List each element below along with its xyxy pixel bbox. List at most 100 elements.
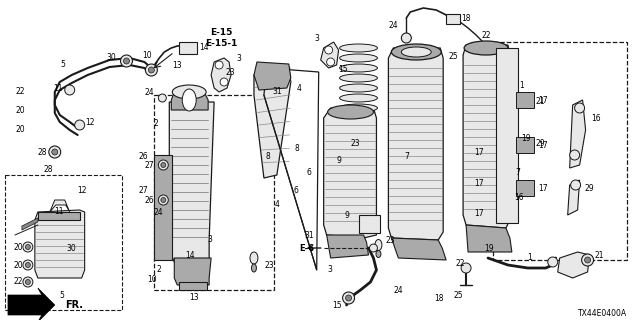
Polygon shape (50, 200, 70, 212)
Bar (516, 137, 534, 153)
Polygon shape (170, 102, 214, 265)
Text: 30: 30 (107, 52, 116, 61)
Text: 18: 18 (461, 13, 471, 22)
Text: 22: 22 (13, 277, 22, 286)
Ellipse shape (328, 105, 374, 119)
Text: 12: 12 (77, 186, 86, 195)
Text: 27: 27 (145, 161, 154, 170)
Text: 24: 24 (394, 286, 403, 295)
Ellipse shape (182, 89, 196, 111)
Circle shape (220, 78, 228, 86)
Ellipse shape (172, 85, 206, 99)
Text: 19: 19 (484, 244, 494, 253)
Polygon shape (466, 225, 512, 252)
Circle shape (158, 160, 168, 170)
Text: 22: 22 (456, 259, 465, 268)
Text: 13: 13 (189, 293, 199, 302)
Polygon shape (557, 252, 589, 278)
Text: 21: 21 (595, 251, 604, 260)
Text: 30: 30 (67, 244, 76, 252)
Bar (179, 42, 197, 54)
Polygon shape (254, 62, 291, 90)
Text: 24: 24 (153, 208, 163, 217)
Bar (496, 48, 518, 223)
Circle shape (75, 120, 84, 130)
Text: 17: 17 (538, 183, 548, 193)
Circle shape (326, 58, 335, 66)
Text: 16: 16 (591, 114, 600, 123)
Text: 11: 11 (54, 207, 63, 216)
Ellipse shape (392, 44, 441, 60)
Circle shape (120, 55, 132, 67)
Polygon shape (324, 108, 376, 238)
Bar (358, 215, 380, 233)
Polygon shape (570, 100, 586, 168)
Text: E-15
E-15-1: E-15 E-15-1 (205, 28, 237, 48)
Text: 1: 1 (527, 253, 532, 262)
Text: 24: 24 (145, 87, 154, 97)
Circle shape (148, 67, 154, 73)
Bar (493, 42, 627, 260)
Ellipse shape (340, 104, 378, 112)
Text: 29: 29 (585, 183, 595, 193)
Polygon shape (22, 218, 38, 230)
Circle shape (161, 197, 166, 203)
Text: 12: 12 (85, 117, 94, 126)
Text: 15: 15 (332, 300, 341, 309)
Circle shape (215, 61, 223, 69)
Bar (446, 14, 460, 24)
Text: 7: 7 (404, 152, 409, 161)
Text: 4: 4 (275, 200, 280, 209)
Circle shape (461, 263, 471, 273)
Text: 31: 31 (273, 87, 282, 96)
Bar (179, 282, 207, 290)
Text: 1: 1 (519, 81, 524, 90)
Text: 10: 10 (147, 275, 157, 284)
Polygon shape (174, 258, 211, 285)
Text: 14: 14 (199, 43, 209, 52)
Text: 3: 3 (328, 265, 333, 274)
Bar (5, 175, 122, 310)
Ellipse shape (252, 264, 257, 272)
Polygon shape (321, 42, 339, 68)
Text: 20: 20 (15, 106, 25, 115)
Text: 25: 25 (449, 52, 459, 61)
Text: 17: 17 (538, 140, 548, 149)
Text: 8: 8 (294, 143, 299, 153)
Ellipse shape (340, 74, 378, 82)
Text: 10: 10 (143, 51, 152, 60)
Text: 16: 16 (515, 193, 524, 202)
Text: 24: 24 (388, 20, 398, 29)
Text: 14: 14 (185, 252, 195, 260)
Text: 19: 19 (521, 133, 531, 142)
Text: 6: 6 (307, 167, 311, 177)
Text: 3: 3 (208, 235, 212, 244)
Bar (516, 92, 534, 108)
Text: 13: 13 (172, 61, 182, 70)
Text: 26: 26 (145, 196, 154, 204)
Text: 5: 5 (60, 60, 65, 68)
Ellipse shape (340, 84, 378, 92)
Circle shape (23, 260, 33, 270)
Circle shape (342, 292, 355, 304)
Ellipse shape (401, 47, 431, 57)
Text: 17: 17 (538, 95, 548, 105)
Circle shape (26, 244, 30, 250)
Text: 17: 17 (474, 209, 484, 218)
Text: 22: 22 (15, 87, 25, 96)
Ellipse shape (340, 44, 378, 52)
Text: 26: 26 (139, 152, 148, 161)
Text: 20: 20 (13, 243, 23, 252)
Polygon shape (211, 58, 231, 92)
Circle shape (124, 58, 129, 64)
Text: 3: 3 (314, 34, 319, 43)
Circle shape (548, 257, 557, 267)
Text: 23: 23 (351, 139, 360, 148)
Text: 11: 11 (53, 84, 63, 92)
Polygon shape (326, 235, 369, 258)
Text: 9: 9 (337, 156, 342, 165)
Text: 17: 17 (474, 179, 484, 188)
Text: FR.: FR. (65, 300, 83, 310)
Text: 20: 20 (13, 260, 23, 269)
Circle shape (401, 33, 412, 43)
